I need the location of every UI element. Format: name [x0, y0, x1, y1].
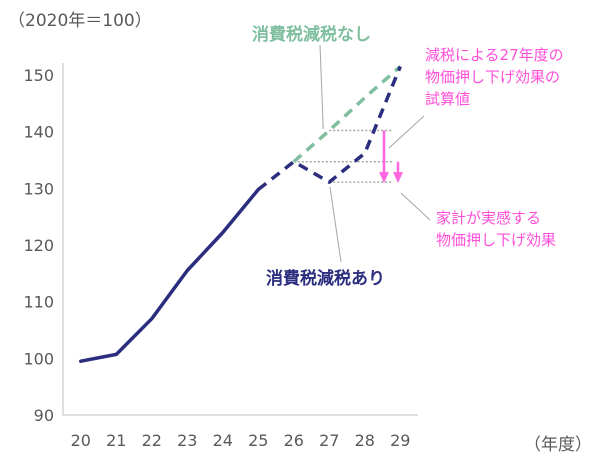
tick-labels: 90 100 110 120 130 140 150 20 21 22 23 24 25 26 27 28 29 [23, 66, 410, 450]
series-with-tax-cut-solid [79, 187, 261, 363]
x-tick-label: 27 [319, 431, 339, 450]
y-tick-label: 130 [23, 179, 54, 198]
x-tick-label: 24 [213, 431, 233, 450]
y-tick-label: 100 [23, 349, 54, 368]
x-tick-label: 22 [142, 431, 162, 450]
y-tick-label: 150 [23, 66, 54, 85]
series-with-tax-cut-dashed [257, 65, 402, 191]
tax-cut-effect-line-3: 試算値 [425, 90, 471, 108]
x-tick-label: 28 [355, 431, 375, 450]
x-tick-label: 20 [71, 431, 91, 450]
label-no-tax-cut: 消費税減税なし [252, 25, 371, 45]
effect-arrows [379, 130, 403, 184]
y-unit-label: （2020年＝100） [8, 11, 152, 31]
household-effect-line-1: 家計が実感する [436, 209, 542, 227]
leader-line-household [400, 192, 431, 221]
reference-lines [293, 129, 394, 183]
x-tick-label: 25 [248, 431, 268, 450]
y-tick-label: 90 [34, 406, 54, 425]
label-tax-cut-effect: 減税による27年度の 物価押し下げ効果の 試算値 [425, 44, 564, 110]
household-effect-line-2: 物価押し下げ効果 [436, 231, 557, 249]
leader-line-cut-effect [388, 115, 425, 149]
leader-line-with-cut [329, 186, 342, 263]
leader-lines [319, 44, 431, 263]
leader-line-no-cut [319, 44, 324, 129]
y-tick-label: 110 [23, 293, 54, 312]
x-tick-label: 29 [390, 431, 410, 450]
x-tick-label: 21 [106, 431, 126, 450]
series-no-tax-cut-dashed [292, 65, 402, 164]
label-household-effect: 家計が実感する 物価押し下げ効果 [436, 207, 556, 251]
series-lines [79, 65, 402, 363]
x-tick-label: 26 [284, 431, 304, 450]
axes [62, 63, 418, 416]
tax-cut-effect-line-1: 減税による27年度の [425, 46, 564, 64]
y-tick-label: 140 [23, 123, 54, 142]
arrow-tax-cut-effect-head [379, 172, 389, 184]
x-unit-label: （年度） [524, 435, 592, 455]
x-tick-label: 23 [177, 431, 197, 450]
label-with-tax-cut: 消費税減税あり [266, 269, 385, 289]
tax-cut-effect-line-2: 物価押し下げ効果の [425, 68, 561, 86]
y-tick-label: 120 [23, 236, 54, 255]
arrow-household-effect-head [393, 172, 403, 184]
